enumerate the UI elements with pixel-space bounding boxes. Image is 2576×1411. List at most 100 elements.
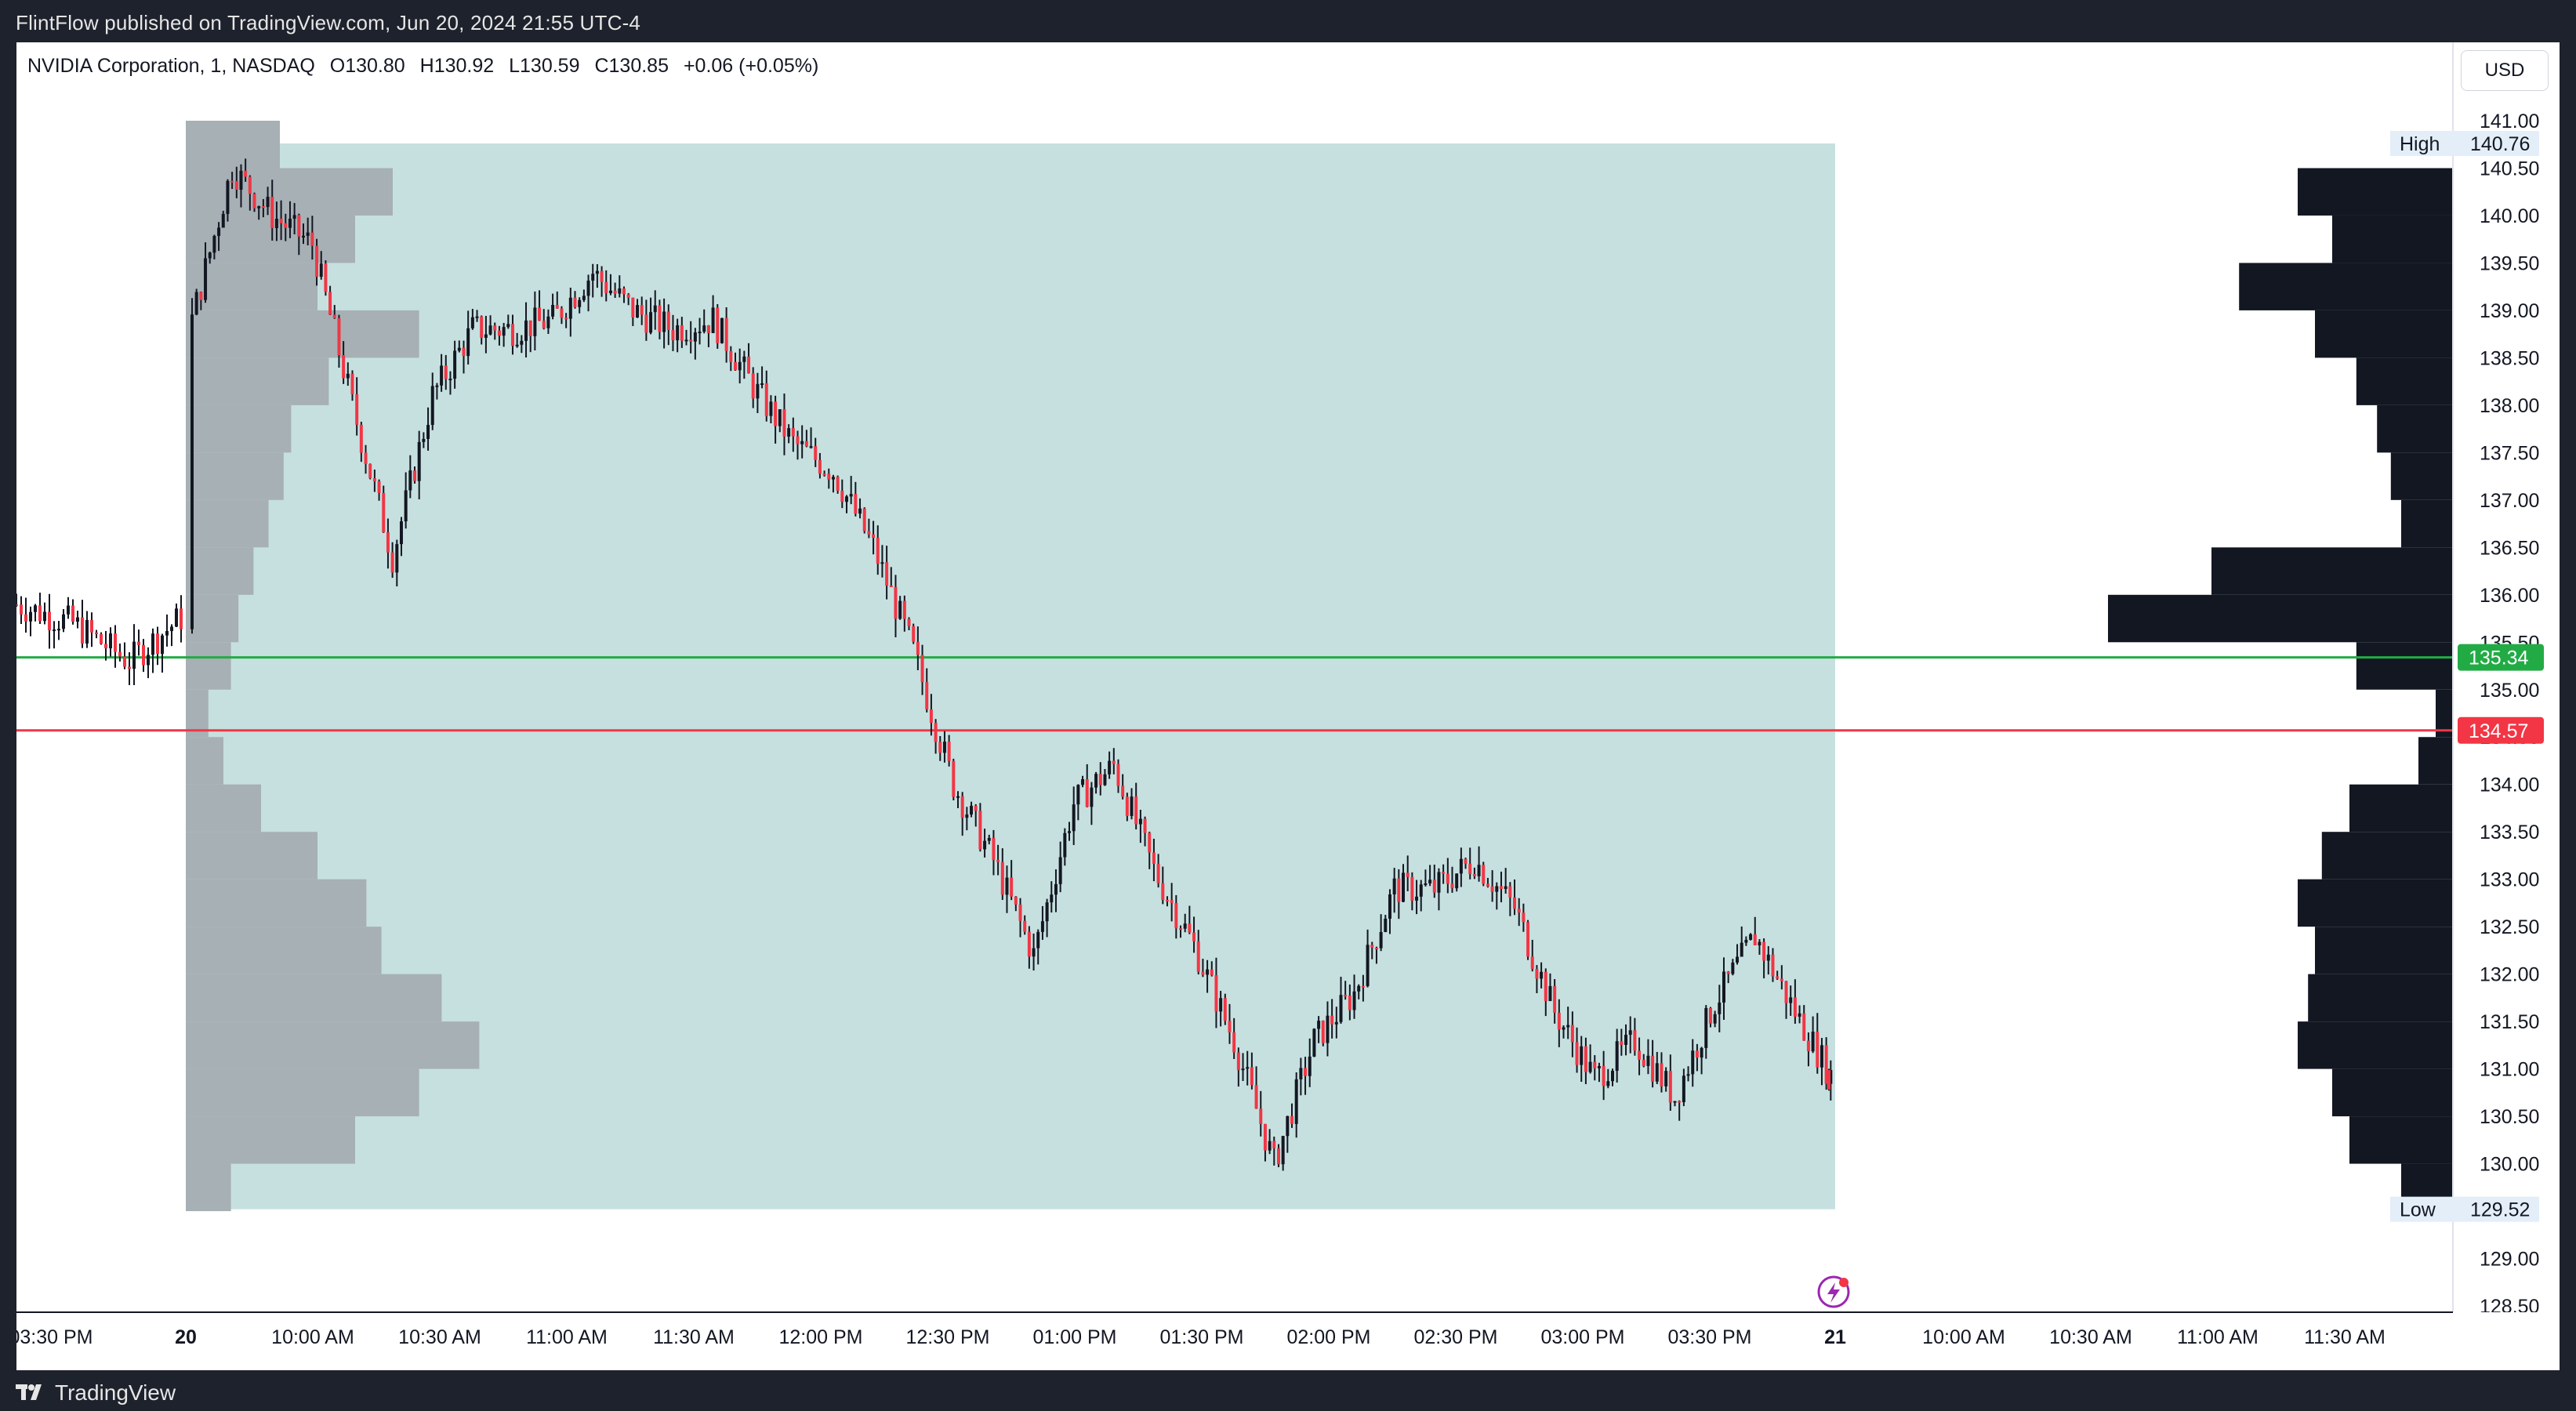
candle-body [67, 605, 70, 615]
price-tick-label: 130.00 [2480, 1154, 2539, 1176]
candle-body [1170, 900, 1174, 904]
candle-body [1058, 857, 1062, 884]
candle-body [729, 350, 733, 362]
price-tick-label: 138.50 [2480, 347, 2539, 369]
candle-body [573, 297, 577, 307]
candle-body [1392, 878, 1396, 894]
candle-body [306, 232, 310, 236]
candle-body [1620, 1041, 1624, 1045]
candle-body [204, 258, 208, 300]
visible-volume-bar [2211, 547, 2453, 595]
candle-body [118, 651, 122, 657]
candle-body [1352, 991, 1356, 1010]
candle-body [1490, 886, 1494, 892]
candle-body [386, 532, 390, 553]
candle-body [85, 619, 89, 644]
tradingview-brand[interactable]: TradingView [16, 1380, 176, 1406]
candle-body [1816, 1032, 1820, 1068]
candle-body [408, 470, 412, 491]
candle-body [43, 611, 46, 622]
candle-body [533, 307, 537, 336]
price-tick-label: 139.50 [2480, 252, 2539, 274]
candle-body [1081, 779, 1085, 785]
candle-body [1749, 934, 1753, 940]
candle-body [114, 633, 117, 652]
candle-body [1753, 934, 1757, 945]
candle-body [1152, 852, 1156, 864]
candle-body [1517, 909, 1521, 913]
candle-body [938, 742, 942, 753]
candle-body [814, 446, 818, 460]
candle-body [470, 317, 474, 328]
candle-body [1495, 886, 1499, 892]
publisher-line: FlintFlow published on TradingView.com, … [16, 11, 641, 34]
candle-body [1370, 945, 1374, 949]
candle-body [1793, 997, 1797, 1017]
candle-body [488, 325, 492, 335]
candle-body [1610, 1071, 1614, 1082]
session-volume-bar [186, 1068, 419, 1117]
candle-body [1344, 995, 1348, 997]
candle-body [1588, 1061, 1592, 1072]
candle-body [328, 292, 332, 315]
price-tick-label: 132.00 [2480, 964, 2539, 986]
candle-body [1678, 1101, 1682, 1103]
candle-body [1686, 1074, 1690, 1076]
candle-body [1726, 971, 1730, 974]
visible-volume-bar [2308, 974, 2453, 1022]
candle-body [226, 180, 230, 214]
legend-low: L130.59 [509, 55, 580, 77]
time-tick-label: 03:00 PM [1540, 1326, 1624, 1348]
candle-body [493, 325, 497, 331]
candle-body [1624, 1035, 1628, 1045]
price-tick-label: 140.50 [2480, 158, 2539, 180]
candle-body [109, 633, 112, 649]
candle-body [1708, 1007, 1712, 1024]
candle-body [1063, 832, 1067, 858]
visible-volume-bar [2298, 168, 2453, 216]
candle-body [1700, 1047, 1703, 1058]
candle-body [95, 632, 98, 634]
candle-body [1032, 948, 1036, 957]
candle-body [1010, 877, 1014, 897]
time-tick-label: 10:00 AM [271, 1326, 354, 1348]
candle-body [1540, 971, 1544, 979]
candle-body [297, 215, 301, 237]
candle-body [800, 441, 804, 444]
candle-body [337, 318, 341, 356]
candle-body [128, 666, 131, 669]
candle-body [1455, 873, 1459, 889]
chart-frame[interactable]: 141.00 140.50 140.00 139.50 139.00 138.50 138.… [16, 42, 2560, 1370]
candle-body [1638, 1050, 1642, 1060]
candle-body [502, 327, 506, 336]
session-volume-bar [186, 404, 292, 453]
candle-body [1290, 1115, 1294, 1124]
visible-volume-bar [2356, 357, 2453, 405]
time-tick-label: 02:30 PM [1413, 1326, 1497, 1348]
candle-body [1820, 1045, 1823, 1068]
visible-volume-bar [2377, 404, 2453, 453]
candle-body [244, 170, 248, 177]
candle-body [123, 656, 126, 667]
candle-body [1183, 923, 1187, 929]
candle-body [90, 619, 93, 633]
candle-body [600, 270, 604, 282]
candle-body [885, 562, 889, 586]
candle-body [1054, 883, 1058, 895]
candle-body [1148, 832, 1152, 853]
candle-body [1410, 876, 1414, 901]
candle-body [506, 324, 510, 328]
candle-body [1192, 932, 1196, 941]
candle-body [57, 629, 60, 631]
candle-body [1798, 1013, 1801, 1017]
candle-body [147, 655, 150, 666]
candle-body [1326, 1015, 1330, 1043]
currency-button[interactable]: USD [2461, 50, 2549, 91]
green-level-label-bg [2458, 644, 2544, 671]
candle-body [1544, 971, 1547, 1002]
candle-body [716, 307, 720, 343]
chart-canvas[interactable]: 141.00 140.50 140.00 139.50 139.00 138.50 138.… [16, 42, 2560, 1370]
candle-body [310, 232, 314, 246]
candle-body [1156, 863, 1160, 883]
candle-body [1272, 1141, 1276, 1148]
